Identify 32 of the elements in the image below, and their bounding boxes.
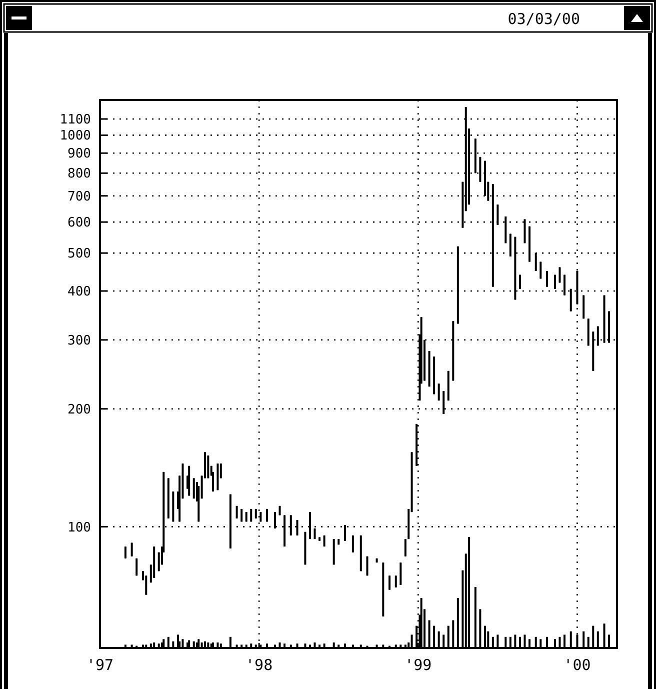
candlestick [388, 575, 391, 590]
candlestick [496, 204, 499, 226]
y-tick-label: 100 [68, 520, 91, 536]
y-tick-label: 400 [68, 284, 91, 300]
y-tick-label: 200 [68, 402, 91, 418]
candlestick [207, 455, 210, 479]
y-tick-label: 800 [68, 166, 91, 182]
y-tick-label: 600 [68, 216, 91, 231]
candlestick [124, 546, 126, 559]
chart-title: 03/03/00 [508, 10, 580, 28]
candlestick [518, 274, 521, 290]
candlestick [558, 266, 561, 284]
candlestick [394, 575, 397, 588]
y-tick-label: 300 [68, 333, 91, 348]
candlestick [404, 538, 406, 557]
candlestick [145, 575, 148, 596]
y-tick-label: 1100 [60, 112, 91, 128]
candlestick [509, 233, 512, 257]
candlestick [352, 534, 354, 553]
y-tick-label: 900 [68, 146, 91, 162]
x-tick-label: '97 [86, 656, 114, 674]
candlestick [130, 542, 133, 557]
y-tick-label: 1000 [60, 128, 91, 144]
y-tick-label: 700 [68, 189, 91, 204]
x-tick-label: '98 [246, 656, 273, 674]
candlestick [400, 562, 402, 586]
x-tick-label: '00 [564, 656, 591, 674]
x-tick-label: '99 [404, 656, 432, 674]
y-tick-label: 500 [68, 246, 91, 262]
candlestick [192, 478, 195, 500]
candlestick [236, 505, 238, 519]
candlestick [438, 383, 440, 402]
